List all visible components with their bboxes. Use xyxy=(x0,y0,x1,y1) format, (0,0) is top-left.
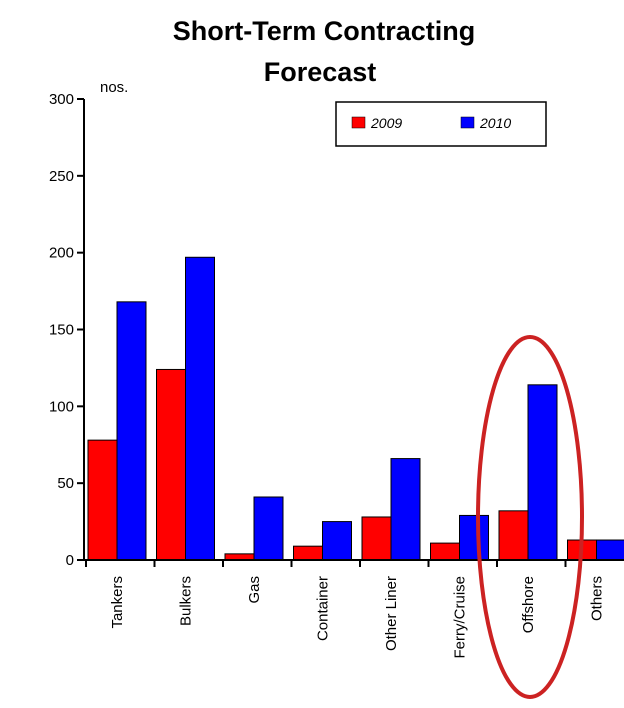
y-tick-label-250: 250 xyxy=(49,168,74,185)
chart-title-line-1: Short-Term Contracting xyxy=(173,16,476,46)
legend-box xyxy=(335,101,547,147)
bar-tankers-2009 xyxy=(87,439,118,561)
bar-container-2009 xyxy=(293,545,323,561)
x-label-offshore: Offshore xyxy=(520,576,537,633)
chart-title: Short-Term Contracting Forecast xyxy=(173,16,476,87)
y-tick-label-100: 100 xyxy=(49,398,74,415)
bar-other-liner-2009 xyxy=(361,516,392,561)
x-label-ferry-cruise: Ferry/Cruise xyxy=(452,576,469,659)
x-label-tankers: Tankers xyxy=(109,576,126,629)
bars xyxy=(87,256,624,561)
bar-ferry-cruise-2010 xyxy=(459,514,489,561)
y-tick-label-50: 50 xyxy=(57,475,74,492)
bar-bulkers-2009 xyxy=(156,368,186,561)
y-tick-label-200: 200 xyxy=(49,245,74,262)
x-axis-category-labels: Tankers Bulkers Gas Container Other Liner Fer… xyxy=(109,576,606,659)
offshore-highlight-ellipse xyxy=(476,335,584,699)
legend-label-2009: 2009 xyxy=(370,115,402,131)
bar-offshore-2009 xyxy=(498,510,529,561)
bar-container-2010 xyxy=(322,521,352,561)
x-label-other-liner: Other Liner xyxy=(383,576,400,651)
axes xyxy=(83,99,624,567)
chart-title-line-2: Forecast xyxy=(264,57,377,87)
x-label-bulkers: Bulkers xyxy=(178,576,195,626)
y-axis-ticks: 0 50 100 150 200 250 300 xyxy=(49,91,84,569)
bar-ferry-cruise-2009 xyxy=(430,542,460,561)
bar-others-2010 xyxy=(596,539,624,561)
bar-gas-2010 xyxy=(253,496,284,561)
bar-bulkers-2010 xyxy=(185,256,215,561)
y-tick-label-0: 0 xyxy=(66,552,74,569)
x-label-others: Others xyxy=(589,576,606,621)
x-label-container: Container xyxy=(315,576,332,641)
bar-other-liner-2010 xyxy=(390,458,421,561)
bar-offshore-2010 xyxy=(527,384,558,561)
legend-swatch-2009 xyxy=(351,116,366,129)
bar-tankers-2010 xyxy=(116,301,147,561)
y-tick-label-150: 150 xyxy=(49,322,74,339)
y-axis-unit-label: nos. xyxy=(100,79,128,96)
legend: 2009 2010 xyxy=(335,101,547,147)
legend-label-2010: 2010 xyxy=(479,115,511,131)
x-label-gas: Gas xyxy=(246,576,263,604)
y-tick-label-300: 300 xyxy=(49,91,74,108)
legend-swatch-2010 xyxy=(460,116,475,129)
